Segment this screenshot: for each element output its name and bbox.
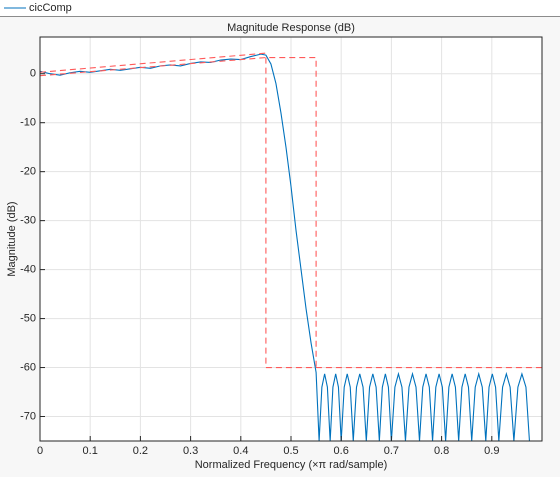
y-tick-label: -70 <box>20 410 36 422</box>
x-tick-label: 0.3 <box>183 445 198 457</box>
grid <box>39 37 542 441</box>
y-tick-label: -20 <box>20 166 36 178</box>
y-tick-label: -40 <box>20 264 36 276</box>
y-tick-label: -30 <box>20 215 36 227</box>
x-axis-label: Normalized Frequency (×π rad/sample) <box>195 459 388 471</box>
x-tick-label: 0.5 <box>283 445 298 457</box>
y-tick-label: -10 <box>20 117 36 129</box>
x-tick-label: 0 <box>37 445 43 457</box>
x-tick-label: 0.7 <box>384 445 399 457</box>
y-axis-label: Magnitude (dB) <box>6 201 18 276</box>
y-tick-label: -60 <box>20 361 36 373</box>
x-tick-label: 0.6 <box>334 445 349 457</box>
lines <box>40 52 542 441</box>
chart-title: Magnitude Response (dB) <box>227 22 355 34</box>
x-tick-label: 0.8 <box>434 445 449 457</box>
x-tick-label: 0.9 <box>484 445 499 457</box>
legend-label: cicComp <box>29 2 72 14</box>
x-tick-label: 0.4 <box>233 445 248 457</box>
x-tick-label: 0.2 <box>133 445 148 457</box>
legend-bar <box>0 0 560 16</box>
x-tick-label: 0.1 <box>83 445 98 457</box>
series-line <box>40 52 542 369</box>
y-tick-label: -50 <box>20 312 36 324</box>
y-tick-label: 0 <box>30 68 36 80</box>
